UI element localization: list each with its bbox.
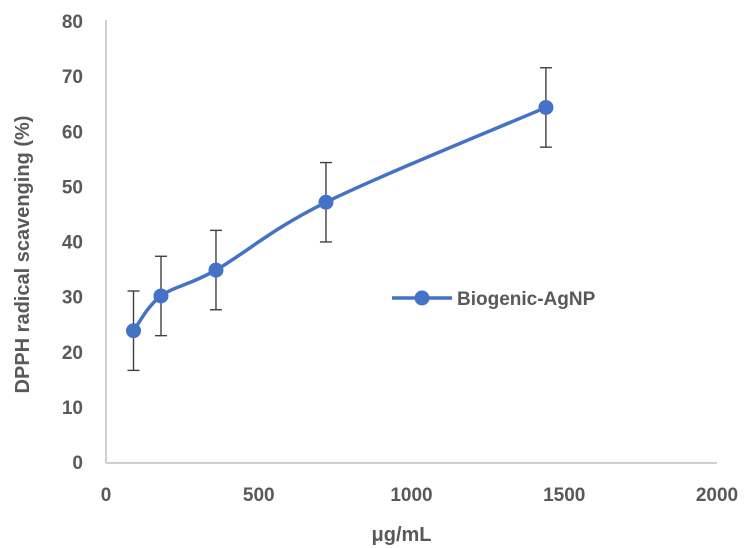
data-point — [538, 99, 554, 115]
legend: Biogenic-AgNP — [392, 289, 596, 310]
data-point — [318, 194, 334, 210]
y-tick-label: 70 — [62, 67, 83, 88]
x-tick-label: 1000 — [390, 485, 432, 506]
y-tick-label: 0 — [72, 453, 83, 474]
y-tick-label: 60 — [62, 122, 83, 143]
y-tick-labels: 0 10 20 30 40 50 60 70 80 — [62, 12, 83, 474]
data-point — [125, 323, 141, 339]
y-tick-label: 30 — [62, 288, 83, 309]
x-tick-label: 500 — [243, 485, 275, 506]
y-tick-label: 80 — [62, 12, 83, 33]
x-tick-label: 2000 — [696, 485, 738, 506]
axes — [105, 20, 717, 464]
y-tick-label: 20 — [62, 343, 83, 364]
data-point — [153, 288, 169, 304]
y-axis-title: DPPH radical scavenging (%) — [12, 116, 34, 394]
legend-marker-swatch — [414, 290, 430, 306]
y-tick-label: 50 — [62, 177, 83, 198]
x-tick-label: 1500 — [543, 485, 585, 506]
y-tick-label: 40 — [62, 233, 83, 254]
series-layer — [125, 67, 554, 372]
legend-label: Biogenic-AgNP — [457, 289, 596, 310]
y-tick-label: 10 — [62, 398, 83, 419]
x-axis-title: μg/mL — [371, 524, 431, 546]
x-tick-label: 0 — [101, 485, 112, 506]
x-tick-labels: 0 500 1000 1500 2000 — [101, 485, 738, 506]
data-point — [208, 262, 224, 278]
